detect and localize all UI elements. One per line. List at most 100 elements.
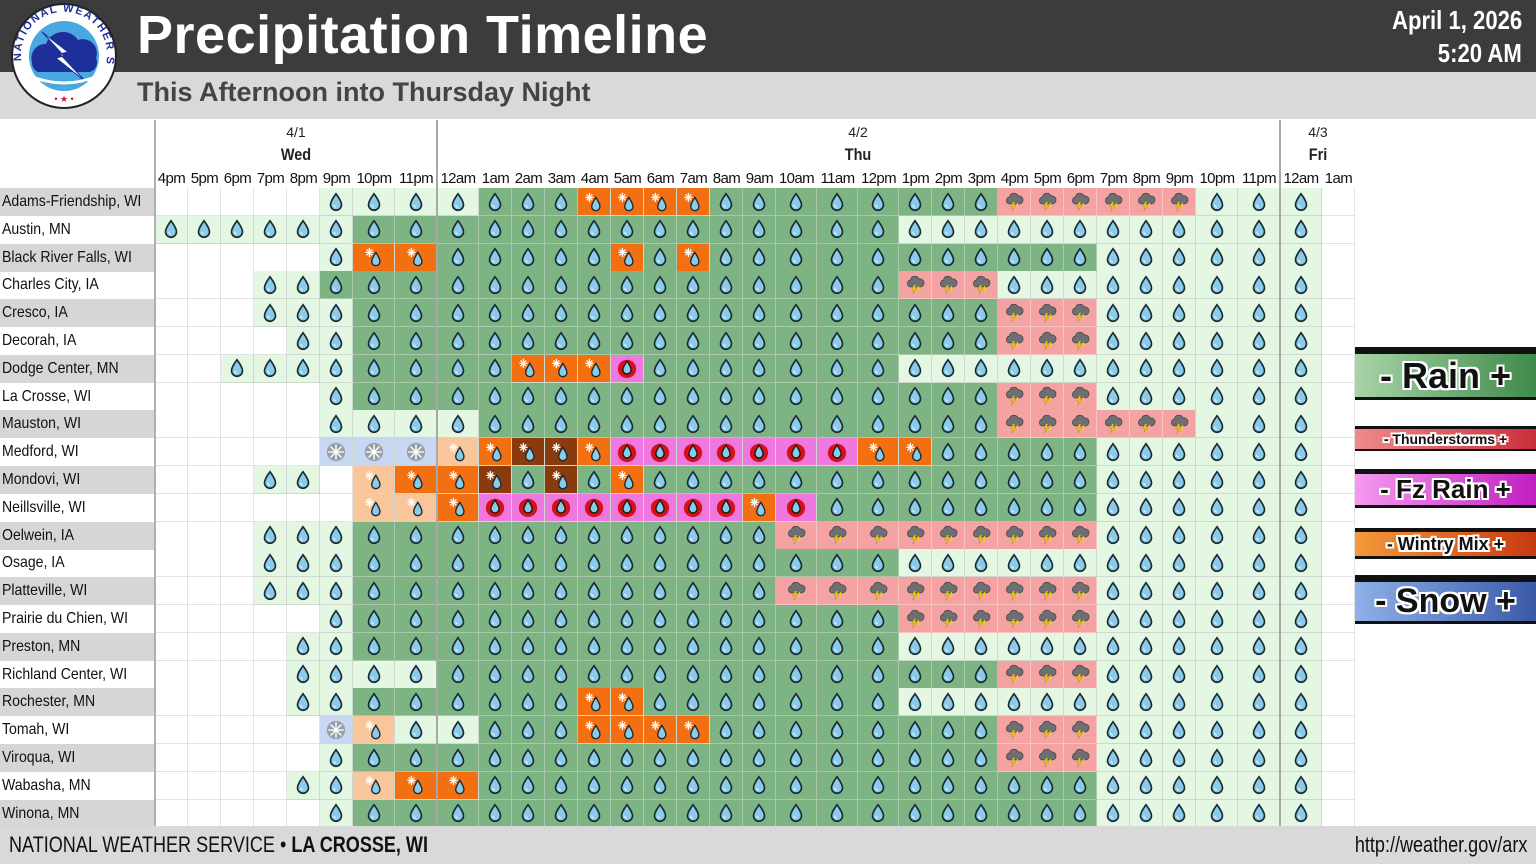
rain-drop-icon [583,246,605,268]
cell-light-rain [1097,688,1130,717]
cell-light-rain [395,660,437,689]
rain-drop-icon [447,719,469,741]
cell-rain [644,771,677,800]
freezing-rain-icon [616,441,638,463]
cell-rain [578,660,611,689]
cell-none [155,299,188,328]
cell-rain [512,660,545,689]
cell-none [155,605,188,633]
cell-rain [677,271,710,300]
rain-drop-icon [1248,552,1270,574]
rain-drop-icon [447,246,469,268]
cell-light-rain [1130,354,1163,383]
rain-drop-icon [1102,274,1124,296]
rain-drop-icon [583,635,605,657]
thunderstorm-icon [1069,580,1091,602]
rain-drop-icon [785,302,807,324]
cell-none [188,327,221,355]
rain-drop-icon [1206,524,1228,546]
cell-light-rain [998,354,1031,383]
cell-rain [710,354,743,383]
cell-rain [817,271,858,300]
rain-drop-icon [748,357,770,379]
cell-rain [611,410,644,439]
wintry-mix-icon [484,441,506,463]
rain-drop-icon [484,191,506,213]
rain-drop-icon [785,635,807,657]
cell-light-rain [1130,716,1163,745]
cell-light-rain [1196,577,1238,606]
cell-light-rain [1280,410,1322,439]
thunderstorm-icon [1069,385,1091,407]
hour-label: 2pm [934,170,963,187]
cell-rain [899,188,932,216]
rain-drop-icon [1290,608,1312,630]
rain-drop-icon [1168,441,1190,463]
cell-none [1322,716,1355,745]
location-name: Austin, MN [0,216,154,244]
rain-drop-icon [292,691,314,713]
footer-url[interactable]: http://weather.gov/arx [1354,832,1527,857]
cell-rain [353,271,395,300]
cell-light-rain [1097,744,1130,772]
cell-none [221,382,254,411]
cell-rain [611,799,644,828]
rain-drop-icon [785,747,807,769]
rain-drop-icon [1036,496,1058,518]
rain-drop-icon [517,330,539,352]
wintry-mix-icon [363,719,385,741]
cell-rain [545,271,578,300]
rain-drop-icon [970,357,992,379]
rain-drop-icon [1003,496,1025,518]
cell-light-rain [1130,521,1163,550]
cell-rain [644,660,677,689]
cell-rain [817,410,858,439]
day-date: 4/1 [286,124,306,140]
cell-rain [578,243,611,272]
rain-drop-icon [550,719,572,741]
cell-light-rain [320,744,353,772]
cell-light-rain [1196,521,1238,550]
rain-drop-icon [292,774,314,796]
rain-drop-icon [785,357,807,379]
rain-drop-icon [325,552,347,574]
wintry-mix-icon [583,719,605,741]
rain-drop-icon [1036,274,1058,296]
cell-thunderstorm [998,605,1031,633]
legend-label: - Wintry Mix + [1386,533,1505,554]
thunderstorm-icon [1102,413,1124,435]
rain-drop-icon [649,580,671,602]
rain-drop-icon [867,747,889,769]
rain-drop-icon [1102,747,1124,769]
cell-rain [858,327,899,355]
cell-thunderstorm [817,577,858,606]
cell-light-rain [1130,215,1163,244]
cell-rain [899,382,932,411]
thunderstorm-icon [904,524,926,546]
rain-drop-icon [550,608,572,630]
hour-label: 5am [613,170,642,187]
thunderstorm-icon [1168,413,1190,435]
cell-freezing-rain [776,438,817,467]
cell-freezing-rain [611,493,644,522]
cell-none [287,243,320,272]
rain-drop-icon [715,302,737,324]
cell-rain [965,716,998,745]
rain-drop-icon [748,608,770,630]
rain-drop-icon [259,302,281,324]
cell-thunderstorm [1064,605,1097,633]
cell-light-rain [1238,327,1280,355]
rain-drop-icon [1102,218,1124,240]
wintry-mix-icon [550,469,572,491]
rain-drop-icon [682,330,704,352]
cell-none [188,771,221,800]
cell-rain [932,744,965,772]
cell-rain [395,271,437,300]
cell-none [188,660,221,689]
cell-freezing-rain [817,438,858,467]
cell-light-rain [353,188,395,216]
rain-drop-icon [1003,357,1025,379]
cell-none [1322,243,1355,272]
cell-light-rain [998,215,1031,244]
cell-none [1322,521,1355,550]
